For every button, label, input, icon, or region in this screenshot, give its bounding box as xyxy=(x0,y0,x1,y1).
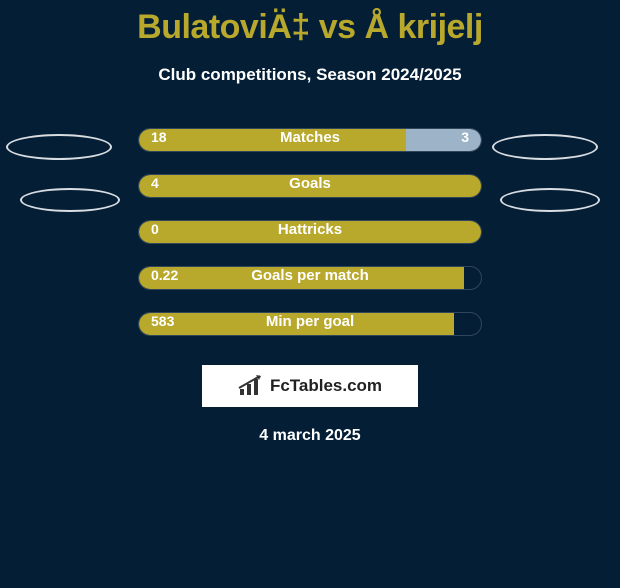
chart-icon xyxy=(238,375,264,397)
vs-text: vs xyxy=(319,8,356,46)
stat-label: Matches xyxy=(280,129,340,146)
stat-bar: 0.22 Goals per match xyxy=(138,266,482,290)
stat-label: Goals xyxy=(289,175,331,192)
stat-label: Min per goal xyxy=(266,313,354,330)
stat-bar: 18 Matches 3 xyxy=(138,128,482,152)
comparison-title: BulatoviÄ‡ vs Å krijelj xyxy=(0,8,620,47)
stat-bar-right xyxy=(454,313,481,335)
stat-right-value: 3 xyxy=(461,129,469,145)
player1-name: BulatoviÄ‡ xyxy=(137,8,310,46)
stat-row: 583 Min per goal xyxy=(0,301,620,347)
stat-row: 0.22 Goals per match xyxy=(0,255,620,301)
player2-name: Å krijelj xyxy=(364,8,482,46)
stat-label: Hattricks xyxy=(278,221,342,238)
stat-left-value: 0.22 xyxy=(151,267,178,283)
date-text: 4 march 2025 xyxy=(0,427,620,445)
stat-bar-right xyxy=(406,129,481,151)
fctables-logo: FcTables.com xyxy=(202,365,418,407)
stat-bar: 0 Hattricks xyxy=(138,220,482,244)
stat-row: 0 Hattricks xyxy=(0,209,620,255)
stats-chart: 18 Matches 3 4 Goals 0 Hattricks 0.22 Go… xyxy=(0,117,620,347)
stat-left-value: 4 xyxy=(151,175,159,191)
stat-row: 18 Matches 3 xyxy=(0,117,620,163)
stat-left-value: 0 xyxy=(151,221,159,237)
stat-label: Goals per match xyxy=(251,267,369,284)
stat-row: 4 Goals xyxy=(0,163,620,209)
stat-left-value: 18 xyxy=(151,129,167,145)
stat-bar-right xyxy=(464,267,481,289)
stat-bar: 4 Goals xyxy=(138,174,482,198)
stat-bar-left xyxy=(139,129,406,151)
subtitle: Club competitions, Season 2024/2025 xyxy=(0,65,620,85)
stat-left-value: 583 xyxy=(151,313,174,329)
logo-text: FcTables.com xyxy=(270,376,382,396)
stat-bar: 583 Min per goal xyxy=(138,312,482,336)
